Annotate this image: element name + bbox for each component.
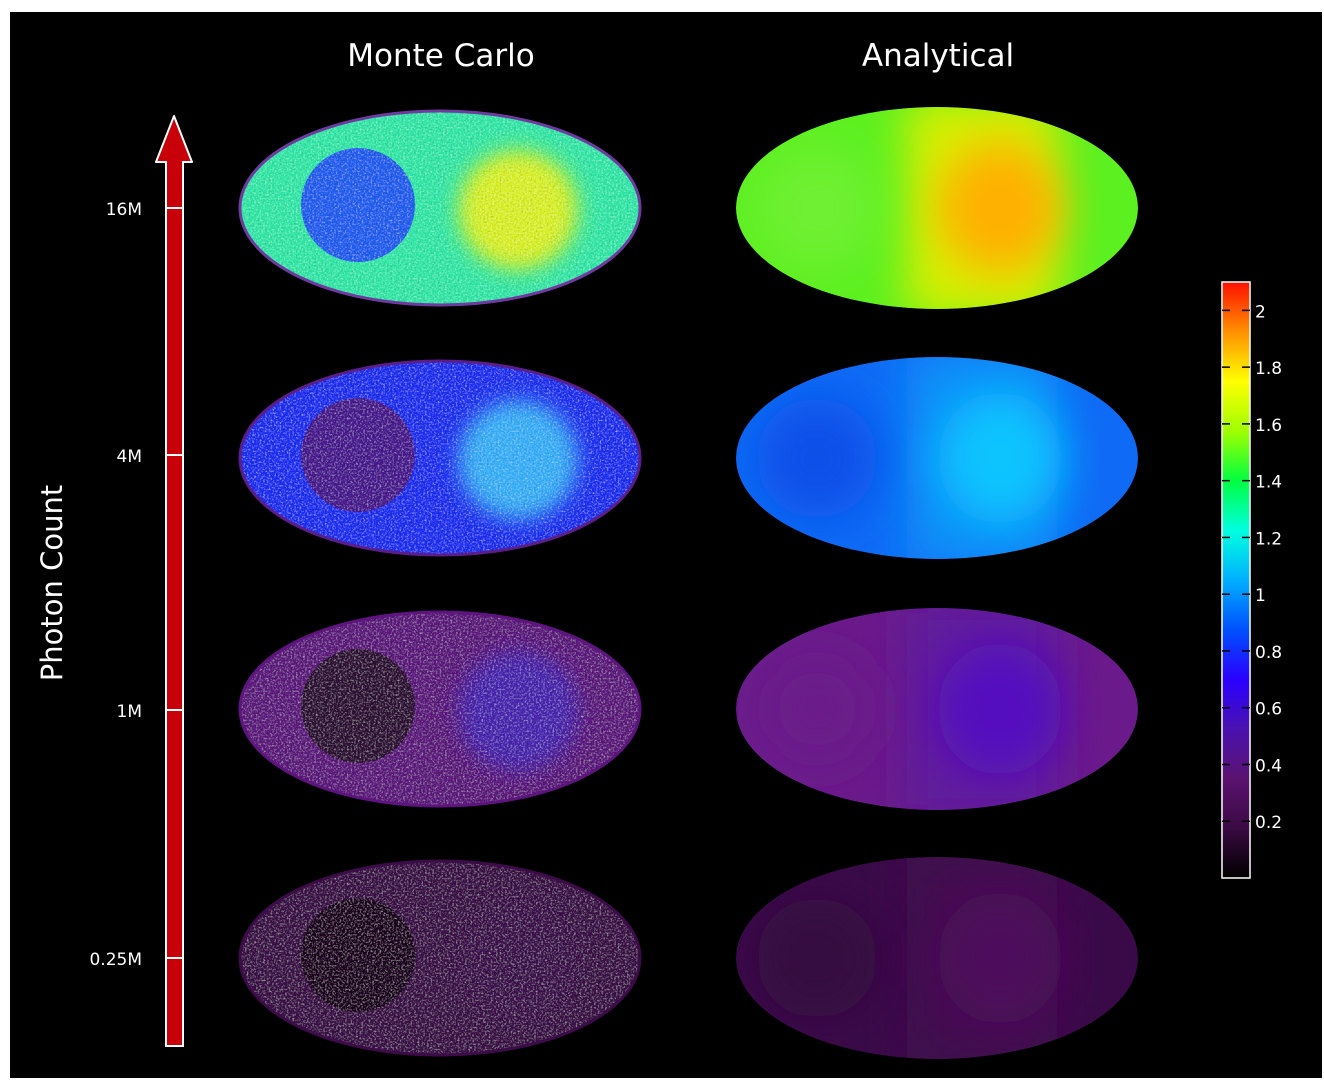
an-left-region (757, 148, 877, 268)
tick-label-16m: 16M (106, 200, 142, 220)
an-left-region (757, 398, 877, 518)
an-right-region (938, 892, 1062, 1024)
arrow-shaft (165, 159, 184, 1047)
tick-label-025m: 0.25M (89, 950, 142, 970)
mc-right-inclusion (458, 150, 578, 270)
colorbar-ticks: 2 1.8 1.6 1.4 1.2 1 0.8 0.6 0.4 0.2 (1222, 302, 1282, 833)
an-right-region (938, 643, 1062, 775)
mc-ellipse-rim (238, 610, 642, 808)
mc-right-inclusion (458, 400, 578, 520)
figure-background (10, 12, 1322, 1078)
tick-label-1m: 1M (117, 702, 142, 722)
monte-carlo-map-16m (238, 109, 642, 307)
monte-carlo-map-1m (238, 610, 642, 808)
analytical-map-4m (736, 357, 1138, 559)
colorbar-tick-label: 0.2 (1255, 813, 1282, 833)
mc-right-inclusion (458, 900, 578, 1020)
photon-count-label: Photon Count (35, 485, 69, 681)
colorbar-tick-label: 1.8 (1255, 359, 1282, 379)
an-right-region (938, 392, 1062, 524)
analytical-map-025m (736, 857, 1138, 1059)
mc-left-inclusion (301, 649, 415, 763)
an-left-region (757, 649, 877, 769)
mc-ellipse-rim (238, 109, 642, 307)
column-title-analytical: Analytical (862, 38, 1014, 74)
an-right-region (938, 142, 1062, 274)
tick-label-4m: 4M (117, 447, 142, 467)
column-title-monte-carlo: Monte Carlo (347, 38, 534, 74)
colorbar-tick-label: 1.4 (1255, 473, 1282, 493)
mc-left-inclusion (301, 398, 415, 512)
analytical-map-16m (736, 107, 1138, 309)
mc-left-inclusion (301, 148, 415, 262)
colorbar-tick-label: 0.8 (1255, 643, 1282, 663)
colorbar-tick-label: 0.6 (1255, 700, 1282, 720)
mc-right-inclusion (458, 651, 578, 771)
mc-ellipse-rim (238, 859, 642, 1057)
phantom-maps (238, 107, 1138, 1059)
monte-carlo-map-025m (238, 859, 642, 1057)
arrow-joint (167, 159, 182, 165)
mc-ellipse-rim (238, 359, 642, 557)
colorbar-gradient (1221, 281, 1251, 879)
arrow-ticks (166, 207, 184, 959)
photon-count-arrow (155, 115, 193, 1047)
colorbar-tick-label: 2 (1255, 302, 1266, 322)
colorbar-tick-label: 1.2 (1255, 529, 1282, 549)
analytical-map-1m (736, 608, 1138, 810)
colorbar: 2 1.8 1.6 1.4 1.2 1 0.8 0.6 0.4 0.2 (1221, 281, 1282, 879)
an-left-region (757, 898, 877, 1018)
monte-carlo-map-4m (238, 359, 642, 557)
colorbar-tick-label: 0.4 (1255, 756, 1282, 776)
colorbar-tick-label: 1 (1255, 586, 1266, 606)
colorbar-tick-label: 1.6 (1255, 416, 1282, 436)
mc-left-inclusion (301, 898, 415, 1012)
